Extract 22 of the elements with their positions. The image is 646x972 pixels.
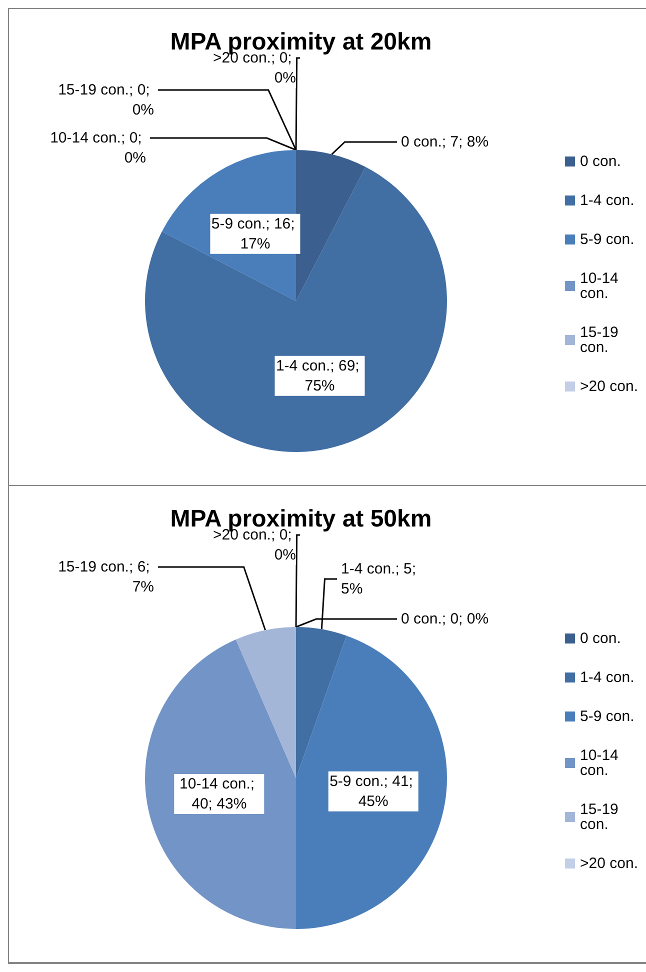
data-label: 0 con.; 7; 8%: [401, 134, 489, 150]
text: 15-19 con.; 0; 0%: [58, 82, 154, 118]
legend-label: >20 con.: [580, 855, 638, 872]
legend-label: 10-14 con.: [580, 270, 623, 302]
legend-label: >20 con.: [580, 378, 638, 395]
data-label: 5-9 con.; 41; 45%: [330, 772, 418, 810]
legend-label: 5-9 con.: [580, 708, 634, 725]
legend-label: 1-4 con.: [580, 192, 634, 209]
data-label: 1-4 con.; 69; 75%: [276, 357, 364, 394]
legend-label: 0 con.: [580, 153, 621, 170]
text: 10-14 con.; 0; 0%: [50, 130, 146, 166]
legend-label: 5-9 con.: [580, 231, 634, 248]
data-label: 10-14 con.; 40; 43%: [180, 775, 259, 812]
data-label: 15-19 con.; 6; 7%: [58, 558, 154, 596]
legend-label: 1-4 con.: [580, 669, 634, 686]
data-label: 1-4 con.; 5; 5%: [341, 560, 420, 598]
legend-label: 15-19 con.: [580, 324, 623, 356]
legend-label: 0 con.: [580, 630, 621, 647]
legend-label: 15-19 con.: [580, 801, 623, 833]
legend-label: 10-14 con.: [580, 747, 623, 779]
data-label: 5-9 con.; 16; 17%: [211, 215, 299, 252]
text: 0 con.; 0; 0%: [401, 610, 489, 628]
